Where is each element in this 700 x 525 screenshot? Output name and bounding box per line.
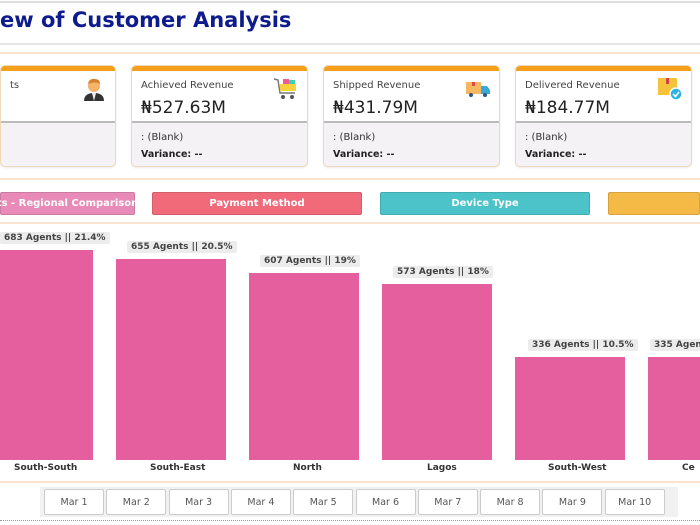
category-label: Ce <box>682 463 695 473</box>
card-value: ₦431.79M <box>333 98 418 118</box>
date-button[interactable]: Mar 3 <box>168 489 229 515</box>
data-label: 607 Agents || 19% <box>260 255 360 268</box>
divider <box>0 178 700 180</box>
tab-button[interactable]: Device Type <box>380 192 590 215</box>
page-title: ew of Customer Analysis <box>0 8 292 32</box>
agent-icon <box>81 75 107 101</box>
bar[interactable] <box>249 273 359 460</box>
divider <box>0 481 700 483</box>
date-button[interactable]: Mar 8 <box>480 489 541 515</box>
shopping-cart-icon <box>273 75 299 101</box>
date-button[interactable]: Mar 6 <box>355 489 416 515</box>
divider <box>0 43 700 45</box>
divider <box>0 222 700 224</box>
date-button[interactable]: Mar 5 <box>293 489 354 515</box>
card-accent <box>324 66 499 71</box>
card-comparison: : (Blank) <box>141 132 184 143</box>
category-label: South-West <box>548 463 607 473</box>
card-variance: Variance: -- <box>525 149 587 160</box>
bar[interactable] <box>382 283 492 460</box>
card-variance: Variance: -- <box>141 149 203 160</box>
date-button[interactable]: Mar 10 <box>604 489 665 515</box>
bar[interactable] <box>515 356 625 460</box>
card-label: Shipped Revenue <box>333 80 421 91</box>
data-label: 336 Agents || 10.5% <box>528 338 638 351</box>
card-accent <box>1 66 115 71</box>
kpi-card: Delivered Revenue ₦184.77M : (Blank) Var… <box>515 65 692 167</box>
data-label: 683 Agents || 21.4% <box>0 232 110 244</box>
card-label: Delivered Revenue <box>525 80 620 91</box>
card-variance: Variance: -- <box>333 149 395 160</box>
category-label: South-South <box>14 463 78 473</box>
tab-button[interactable]: ts - Regional Comparison <box>0 192 138 215</box>
data-label: 335 Agen <box>650 338 700 351</box>
divider <box>0 52 700 54</box>
card-label: Achieved Revenue <box>141 80 234 91</box>
tab-button[interactable] <box>608 192 700 215</box>
card-value: ₦184.77M <box>525 98 610 118</box>
top-border <box>0 1 700 3</box>
kpi-card: Achieved Revenue ₦527.63M : (Blank) Vari… <box>131 65 308 167</box>
card-comparison: : (Blank) <box>333 132 376 143</box>
bar[interactable] <box>0 250 93 460</box>
card-value: ₦527.63M <box>141 98 226 118</box>
card-label: ts <box>10 80 20 91</box>
date-button[interactable]: Mar 9 <box>542 489 603 515</box>
kpi-card: ts <box>0 65 116 167</box>
date-button[interactable]: Mar 4 <box>230 489 291 515</box>
bar[interactable] <box>648 356 700 460</box>
data-label: 573 Agents || 18% <box>393 265 493 278</box>
data-label: 655 Agents || 20.5% <box>127 240 237 253</box>
bar[interactable] <box>116 258 226 460</box>
delivery-truck-icon <box>465 75 491 101</box>
tab-button[interactable]: Payment Method <box>152 192 362 215</box>
date-button[interactable]: Mar 1 <box>44 489 104 515</box>
card-accent <box>516 66 691 71</box>
category-label: North <box>293 463 322 473</box>
category-label: South-East <box>150 463 206 473</box>
category-label: Lagos <box>427 463 457 473</box>
kpi-card: Shipped Revenue ₦431.79M : (Blank) Varia… <box>323 65 500 167</box>
card-comparison: : (Blank) <box>525 132 568 143</box>
dotted-border <box>0 520 700 521</box>
date-button[interactable]: Mar 2 <box>106 489 167 515</box>
card-accent <box>132 66 307 71</box>
delivered-box-icon <box>657 75 683 101</box>
date-button[interactable]: Mar 7 <box>417 489 478 515</box>
